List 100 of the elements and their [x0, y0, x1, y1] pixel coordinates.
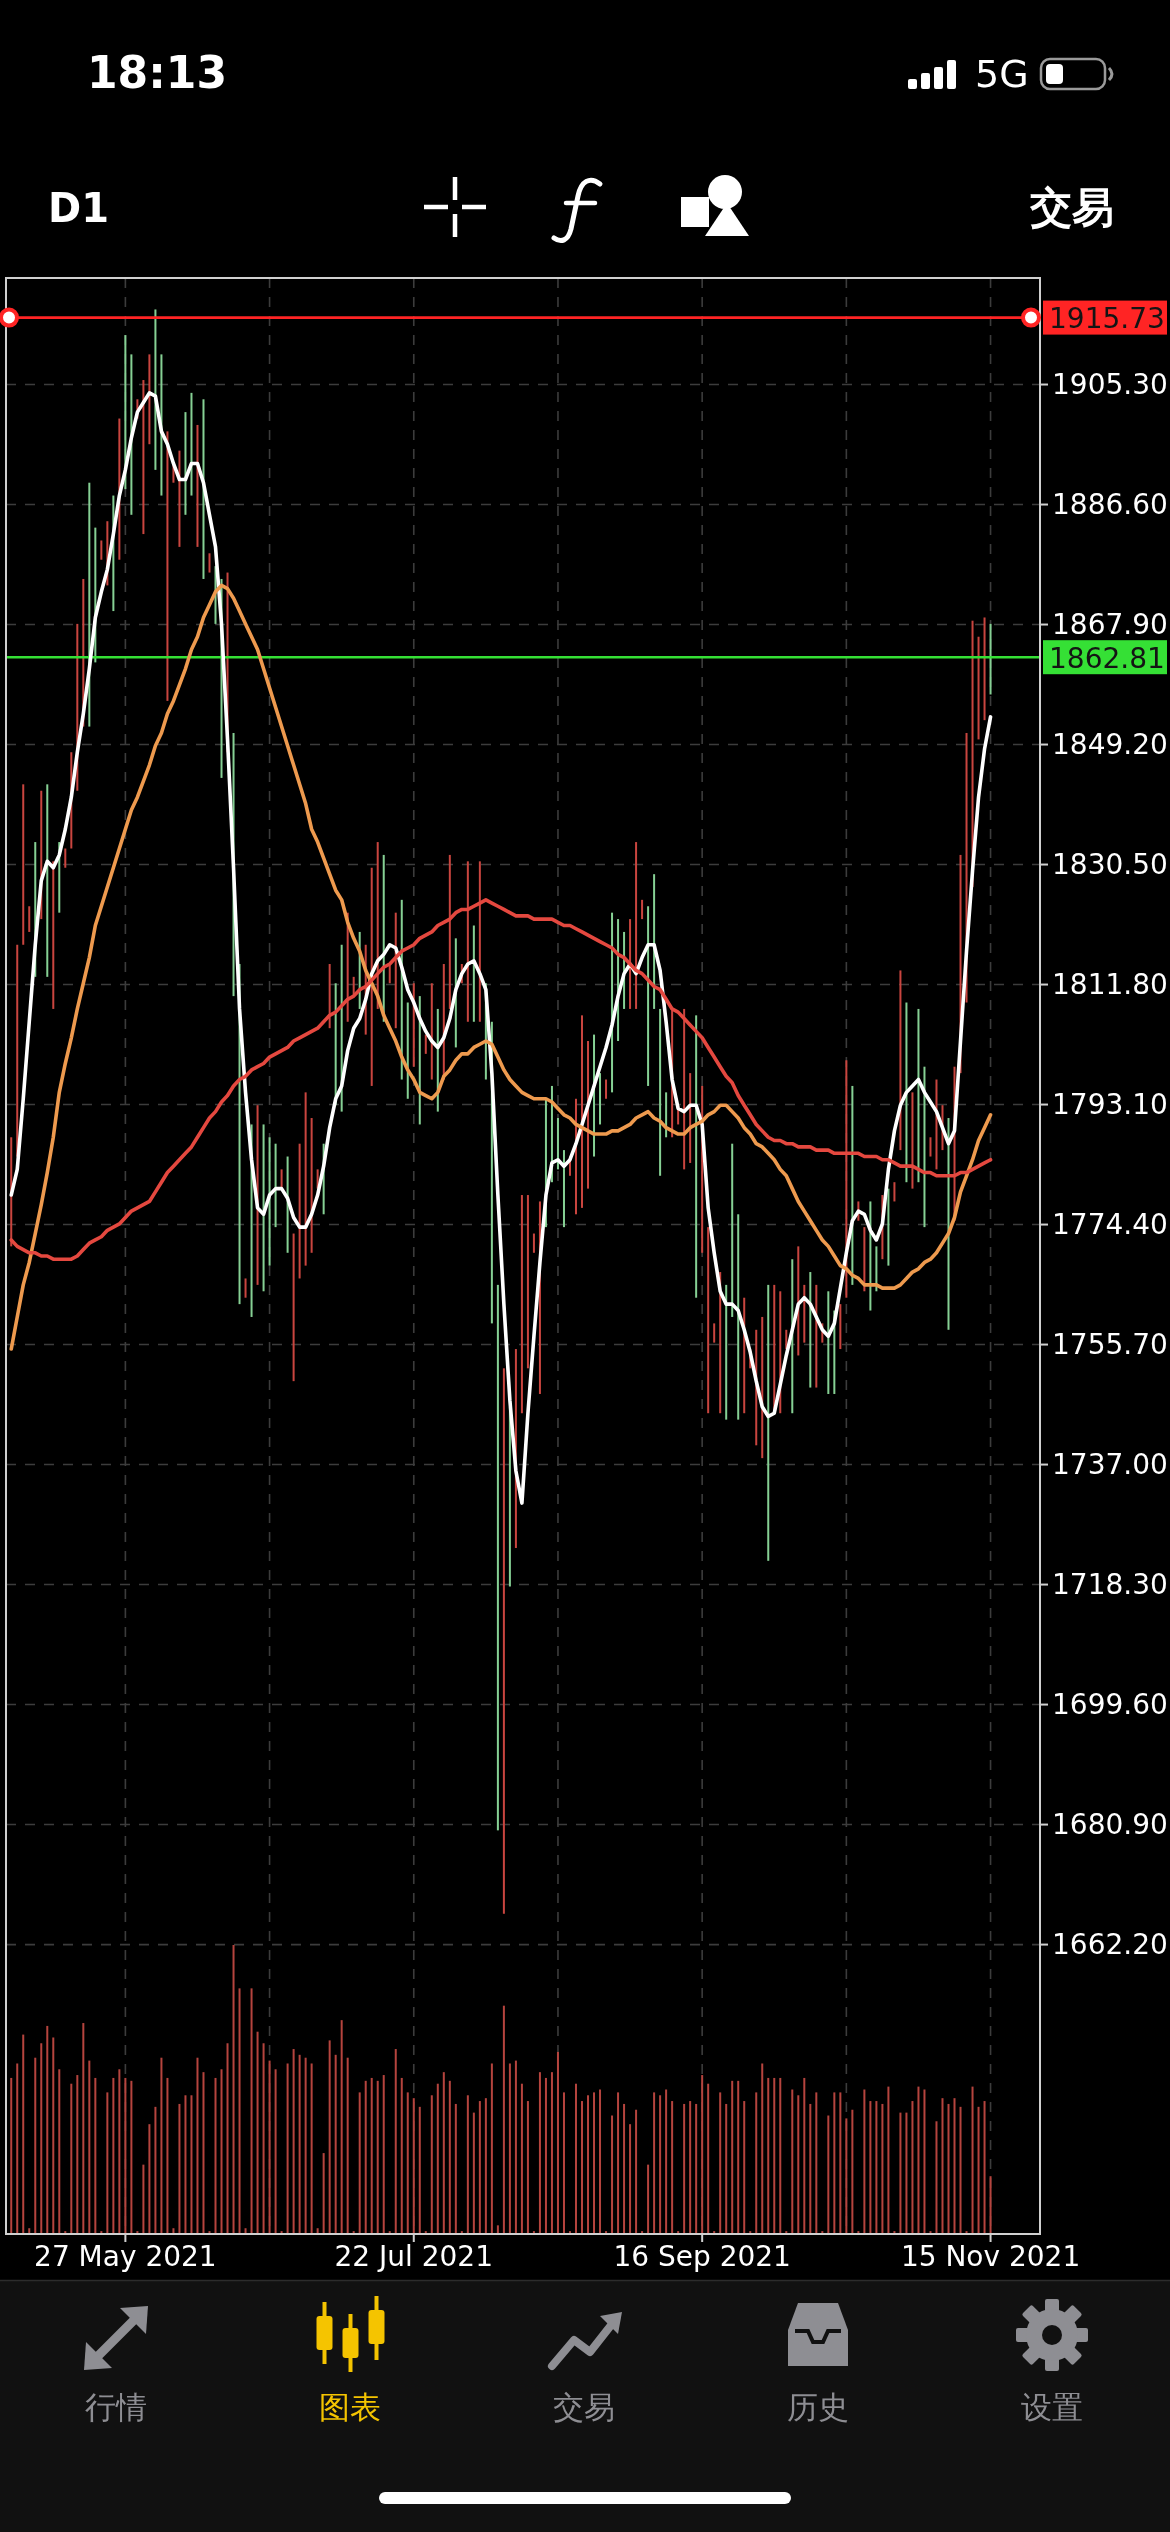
- ref-line-label: 1915.73: [1049, 302, 1165, 336]
- bar: [929, 1137, 932, 1157]
- bar: [142, 380, 145, 535]
- bar: [22, 2034, 25, 2234]
- bar: [556, 1118, 559, 1170]
- bar: [629, 919, 632, 1009]
- bar: [28, 906, 31, 932]
- y-tick-label: 1830.50: [1052, 848, 1168, 882]
- bar: [761, 2063, 764, 2234]
- text: 行情: [85, 2389, 147, 2425]
- bar: [574, 2083, 577, 2234]
- bar: [695, 2103, 698, 2234]
- bar: [514, 2060, 517, 2234]
- bar: [10, 2077, 13, 2234]
- bar: [154, 2106, 157, 2234]
- y-tick-label: 1811.80: [1052, 968, 1168, 1002]
- bar: [166, 2077, 169, 2234]
- bar: [683, 2103, 686, 2234]
- text: 设置: [1021, 2389, 1083, 2425]
- bar: [689, 2101, 692, 2234]
- bar: [430, 983, 433, 1080]
- text: 交易: [1029, 183, 1114, 232]
- bar: [635, 842, 638, 1009]
- bar: [641, 899, 644, 920]
- bar: [178, 450, 181, 547]
- bar: [322, 2153, 325, 2234]
- bar: [424, 1034, 427, 1054]
- bar: [911, 2101, 914, 2234]
- bar: [202, 2072, 205, 2234]
- bar: [190, 2095, 193, 2234]
- bar: [220, 2069, 223, 2234]
- bar: [695, 1015, 698, 1298]
- bar: [184, 412, 187, 515]
- bar: [713, 1323, 716, 1343]
- y-tick-label: 1662.20: [1052, 1928, 1168, 1962]
- bar: [887, 2086, 890, 2234]
- bar: [989, 623, 992, 695]
- bar: [76, 2075, 79, 2234]
- bar: [671, 2101, 674, 2234]
- bar: [310, 1118, 313, 1253]
- bar: [154, 309, 157, 470]
- bar: [893, 1182, 896, 1202]
- bar: [839, 1304, 842, 1350]
- bar: [232, 1945, 235, 2234]
- bar: [202, 399, 205, 579]
- bar: [983, 617, 986, 721]
- bar: [556, 2051, 559, 2234]
- bar: [899, 970, 902, 1151]
- bar: [304, 2057, 307, 2234]
- bar: [887, 1188, 890, 1266]
- bar: [941, 2098, 944, 2234]
- bar: [911, 1092, 914, 1189]
- bar: [292, 1233, 295, 1382]
- bar: [124, 2077, 127, 2234]
- bar: [905, 2112, 908, 2234]
- bar: [905, 1002, 908, 1183]
- bar: [617, 2092, 620, 2234]
- bar: [88, 2060, 91, 2234]
- bar: [761, 1316, 764, 1459]
- bar: [550, 2072, 553, 2234]
- bar: [358, 2092, 361, 2234]
- x-tick-label: 15 Nov 2021: [900, 2240, 1081, 2273]
- bar: [755, 2092, 758, 2234]
- y-tick-label: 1867.90: [1052, 608, 1168, 642]
- bar: [256, 1105, 259, 1285]
- bar: [262, 1124, 265, 1292]
- bar: [923, 1066, 926, 1228]
- text: 图表: [319, 2389, 381, 2425]
- bar: [707, 1227, 710, 1414]
- bar: [881, 2103, 884, 2234]
- bar: [526, 1195, 529, 1369]
- bar: [809, 2103, 812, 2234]
- bar: [707, 2083, 710, 2234]
- bar: [605, 1079, 608, 1099]
- bar: [989, 2176, 992, 2234]
- bar: [803, 1284, 806, 1343]
- bar: [448, 2080, 451, 2234]
- bar: [106, 2092, 109, 2234]
- bar: [725, 1284, 728, 1420]
- bar: [803, 2077, 806, 2234]
- bar: [310, 2063, 313, 2234]
- bar: [599, 2089, 602, 2234]
- bar: [562, 2092, 565, 2234]
- bar: [851, 2109, 854, 2234]
- chart-title: D1: [48, 185, 110, 231]
- bar: [442, 2072, 445, 2234]
- bar: [496, 1284, 499, 1831]
- bar: [478, 861, 481, 1022]
- bar: [779, 2077, 782, 2234]
- text: 交易: [553, 2389, 615, 2425]
- bar: [863, 2089, 866, 2234]
- bar: [785, 1329, 788, 1350]
- bar: [400, 2077, 403, 2234]
- bar: [52, 2037, 55, 2234]
- text: 18:13: [86, 47, 228, 98]
- bar: [743, 2101, 746, 2234]
- bar: [376, 2080, 379, 2234]
- bar: [496, 2225, 499, 2234]
- bar: [346, 2057, 349, 2234]
- bar: [773, 2077, 776, 2234]
